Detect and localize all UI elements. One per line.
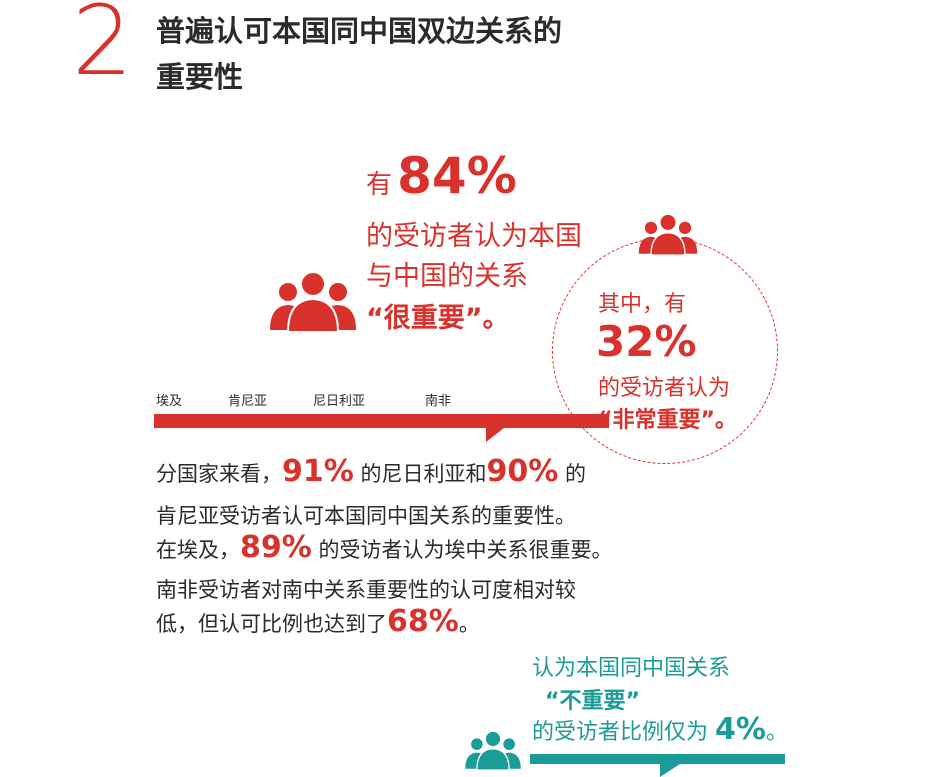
speech-bar	[154, 414, 609, 442]
body-line-5: 低，但认可比例也达到了68%。	[156, 604, 480, 639]
body-text: 。	[458, 612, 480, 636]
sub-stat-line4: “非常重要”。	[598, 408, 737, 433]
body-line-4: 南非受访者对南中关系重要性的认可度相对较	[156, 578, 576, 602]
body-text: 低，但认可比例也达到了	[156, 612, 387, 636]
section-number: 2	[72, 0, 134, 97]
body-line-3: 在埃及，89% 的受访者认为埃中关系很重要。	[156, 530, 613, 565]
country-label-south-africa: 南非	[425, 394, 452, 409]
teal-stat-text-end: 。	[765, 720, 788, 745]
body-percent-south-africa: 68%	[387, 604, 459, 639]
body-text: 在埃及，	[156, 538, 240, 562]
body-text: 的受访者认为埃中关系很重要。	[318, 538, 613, 562]
people-group-icon-teal	[465, 730, 521, 770]
sub-stat-percent: 32%	[596, 317, 697, 366]
body-percent-kenya: 90%	[486, 454, 559, 489]
body-text: 的尼日利亚和	[360, 462, 487, 486]
main-stat-headline: 有 84%	[366, 148, 517, 204]
main-stat-line1: 的受访者认为本国	[366, 221, 582, 252]
main-stat-percent: 84%	[397, 147, 517, 205]
body-percent-nigeria: 91%	[282, 454, 354, 489]
section-title-line2: 重要性	[156, 60, 244, 94]
body-percent-egypt: 89%	[240, 530, 312, 565]
people-group-icon	[270, 271, 356, 332]
teal-stat-line1: 认为本国同中国关系	[532, 656, 731, 681]
teal-stat-line2: “不重要”	[545, 689, 640, 714]
teal-speech-bar	[530, 754, 785, 777]
section-title-line1: 普遍认可本国同中国双边关系的	[156, 14, 563, 48]
people-group-icon-small	[638, 213, 698, 256]
main-stat-line3: “很重要”。	[366, 303, 510, 334]
sub-stat-line1: 其中，有	[598, 292, 687, 317]
teal-stat-text: 的受访者比例仅为	[532, 720, 709, 745]
body-line-1: 分国家来看，91% 的尼日利亚和90% 的	[156, 454, 586, 489]
body-text: 分国家来看，	[156, 462, 282, 486]
sub-stat-line3: 的受访者认为	[598, 376, 731, 401]
country-label-egypt: 埃及	[156, 394, 183, 409]
main-stat-prefix: 有	[366, 170, 393, 200]
teal-stat-percent: 4%	[715, 712, 766, 747]
body-text: 的	[565, 462, 586, 486]
body-line-2: 肯尼亚受访者认可本国同中国关系的重要性。	[156, 504, 576, 528]
country-label-kenya: 肯尼亚	[228, 394, 268, 409]
country-label-nigeria: 尼日利亚	[313, 394, 366, 409]
main-stat-line2: 与中国的关系	[366, 261, 528, 292]
teal-stat-line3: 的受访者比例仅为 4%。	[532, 712, 788, 747]
